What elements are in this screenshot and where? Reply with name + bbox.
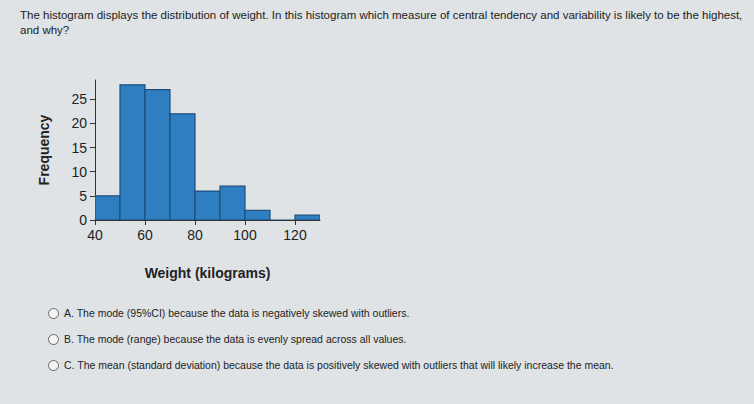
svg-text:60: 60	[137, 227, 153, 243]
svg-text:80: 80	[187, 227, 203, 243]
svg-text:0: 0	[79, 212, 87, 228]
html-text:A. The mode (95%CI) because th: A. The mode (95%CI) because the data is …	[64, 307, 410, 319]
svg-text:20: 20	[71, 115, 87, 131]
svg-text:40: 40	[87, 227, 103, 243]
svg-text:Weight (kilograms): Weight (kilograms)	[145, 265, 271, 281]
svg-text:Frequency: Frequency	[36, 114, 52, 185]
svg-text:5: 5	[79, 188, 87, 204]
html-text:B. The mode (range) because th: B. The mode (range) because the data is …	[64, 333, 407, 345]
svg-text:10: 10	[71, 164, 87, 180]
svg-text:15: 15	[71, 140, 87, 156]
svg-text:120: 120	[283, 227, 307, 243]
html-text:C. The mean (standard deviatio: C. The mean (standard deviation) because…	[64, 359, 614, 371]
html-text:The histogram displays the dis: The histogram displays the distribution …	[20, 9, 743, 36]
svg-text:100: 100	[233, 227, 257, 243]
svg-text:25: 25	[71, 91, 87, 107]
